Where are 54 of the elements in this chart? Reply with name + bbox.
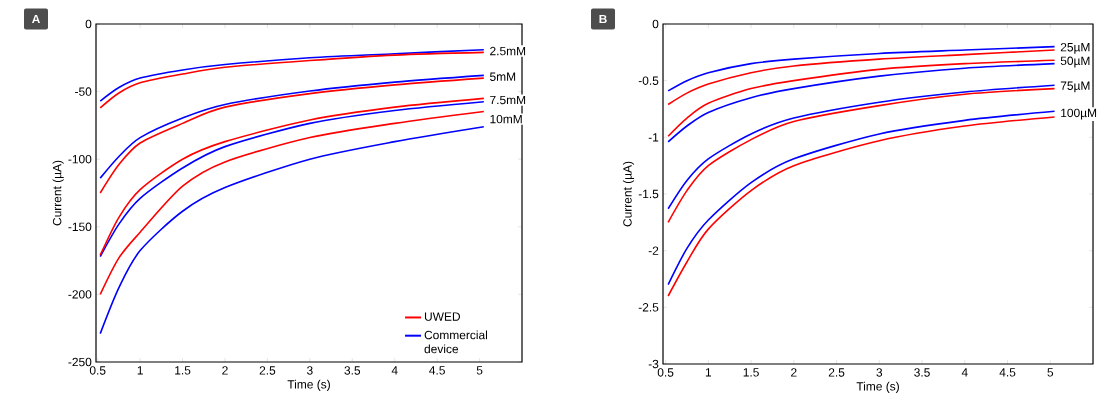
x-tick-label: 3.5 (914, 368, 930, 377)
annotation: 75µM (1060, 81, 1090, 93)
chart-title: A (31, 14, 40, 24)
x-tick-label: 4.5 (999, 368, 1016, 377)
legend-label: Commercial device (424, 330, 488, 354)
annotation: 25µM (1060, 42, 1090, 54)
y-tick-label: 0 (652, 19, 659, 29)
annotation: 50µM (1060, 56, 1090, 68)
x-tick-label: 3 (876, 368, 883, 377)
chart-title: B (599, 14, 607, 24)
y-axis-title: Current (µA) (622, 161, 635, 227)
y-tick-label: -3 (648, 359, 659, 369)
y-tick-label: -100 (68, 154, 92, 164)
x-tick-label: 2.5 (828, 368, 845, 377)
x-tick-label: 1.5 (175, 366, 191, 375)
x-tick-label: 5 (476, 366, 483, 375)
x-tick-label: 2.5 (259, 366, 276, 375)
annotation: 100µM (1061, 108, 1097, 120)
annotation: 10mM (490, 114, 522, 124)
line-series (99, 48, 485, 102)
y-tick-label: -2 (648, 246, 659, 255)
y-tick-label: -150 (68, 222, 92, 232)
x-axis-title: Time (s) (856, 381, 899, 393)
y-tick-label: -200 (68, 290, 92, 299)
x-tick-label: 5 (1047, 368, 1054, 377)
x-tick-label: 1 (705, 368, 712, 377)
line-series (667, 45, 1056, 92)
y-tick-label: -2.5 (638, 303, 659, 312)
x-tick-label: 3 (306, 366, 313, 375)
y-tick-label: 0 (85, 19, 92, 29)
line-series (667, 49, 1056, 106)
y-axis-title: Current (µA) (52, 160, 64, 226)
annotation: 7.5mM (490, 95, 526, 105)
legend-label: UWED (424, 312, 460, 321)
x-tick-label: 4.5 (429, 366, 445, 375)
x-tick-label: 3.5 (344, 366, 361, 375)
x-tick-label: 0.5 (657, 368, 674, 377)
x-tick-label: 4 (391, 366, 398, 375)
y-tick-label: -1 (648, 133, 659, 142)
x-axis-title: Time (s) (287, 379, 330, 391)
y-tick-label: -250 (68, 357, 92, 367)
x-tick-label: 2 (222, 366, 228, 375)
y-tick-label: -0.5 (638, 76, 659, 85)
annotation: 5mM (490, 72, 516, 81)
annotation: 2.5mM (490, 46, 526, 56)
x-tick-label: 0.5 (89, 366, 106, 375)
x-tick-label: 4 (961, 368, 968, 377)
x-tick-label: 2 (791, 368, 797, 377)
x-tick-label: 1 (137, 366, 143, 375)
x-tick-label: 1.5 (743, 368, 759, 377)
y-tick-label: -1.5 (638, 189, 659, 199)
y-tick-label: -50 (75, 87, 92, 96)
line-series (99, 110, 485, 296)
line-series (99, 51, 485, 109)
